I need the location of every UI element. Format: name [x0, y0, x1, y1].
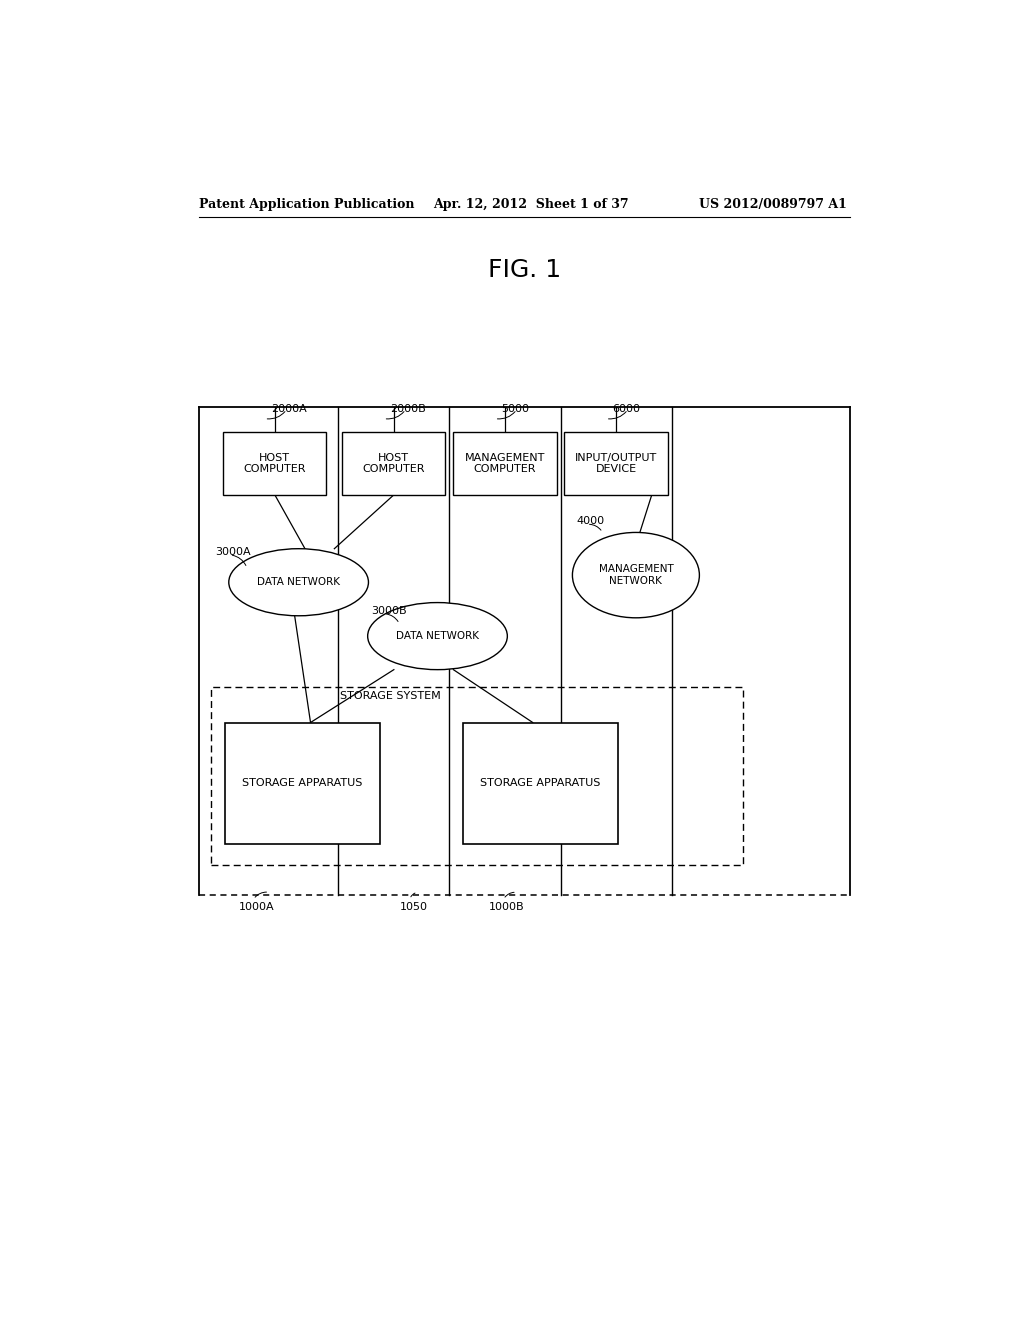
FancyBboxPatch shape — [225, 722, 380, 845]
FancyBboxPatch shape — [211, 686, 743, 865]
Text: DATA NETWORK: DATA NETWORK — [396, 631, 479, 642]
Text: 2000B: 2000B — [390, 404, 426, 413]
Text: MANAGEMENT
NETWORK: MANAGEMENT NETWORK — [599, 565, 673, 586]
FancyBboxPatch shape — [463, 722, 618, 845]
Text: 2000A: 2000A — [270, 404, 306, 413]
Ellipse shape — [368, 602, 507, 669]
Text: 6000: 6000 — [612, 404, 640, 413]
Text: DATA NETWORK: DATA NETWORK — [257, 577, 340, 587]
Text: Apr. 12, 2012  Sheet 1 of 37: Apr. 12, 2012 Sheet 1 of 37 — [433, 198, 629, 211]
Text: MANAGEMENT
COMPUTER: MANAGEMENT COMPUTER — [465, 453, 545, 474]
Text: Patent Application Publication: Patent Application Publication — [200, 198, 415, 211]
Text: 5000: 5000 — [501, 404, 529, 413]
Text: 3000A: 3000A — [215, 546, 251, 557]
Text: US 2012/0089797 A1: US 2012/0089797 A1 — [699, 198, 847, 211]
FancyBboxPatch shape — [564, 432, 668, 495]
Text: INPUT/OUTPUT
DEVICE: INPUT/OUTPUT DEVICE — [574, 453, 657, 474]
Text: 4000: 4000 — [577, 516, 604, 527]
FancyBboxPatch shape — [342, 432, 445, 495]
Ellipse shape — [228, 549, 369, 615]
Text: FIG. 1: FIG. 1 — [488, 259, 561, 282]
Text: 1000B: 1000B — [489, 903, 524, 912]
FancyBboxPatch shape — [454, 432, 557, 495]
Text: STORAGE APPARATUS: STORAGE APPARATUS — [243, 779, 362, 788]
Text: 1000A: 1000A — [240, 903, 274, 912]
Text: STORAGE SYSTEM: STORAGE SYSTEM — [340, 690, 440, 701]
Text: 1050: 1050 — [400, 903, 428, 912]
Text: STORAGE APPARATUS: STORAGE APPARATUS — [480, 779, 601, 788]
Text: HOST
COMPUTER: HOST COMPUTER — [362, 453, 425, 474]
FancyBboxPatch shape — [223, 432, 327, 495]
Text: 3000B: 3000B — [371, 606, 407, 615]
Ellipse shape — [572, 532, 699, 618]
Text: HOST
COMPUTER: HOST COMPUTER — [244, 453, 306, 474]
